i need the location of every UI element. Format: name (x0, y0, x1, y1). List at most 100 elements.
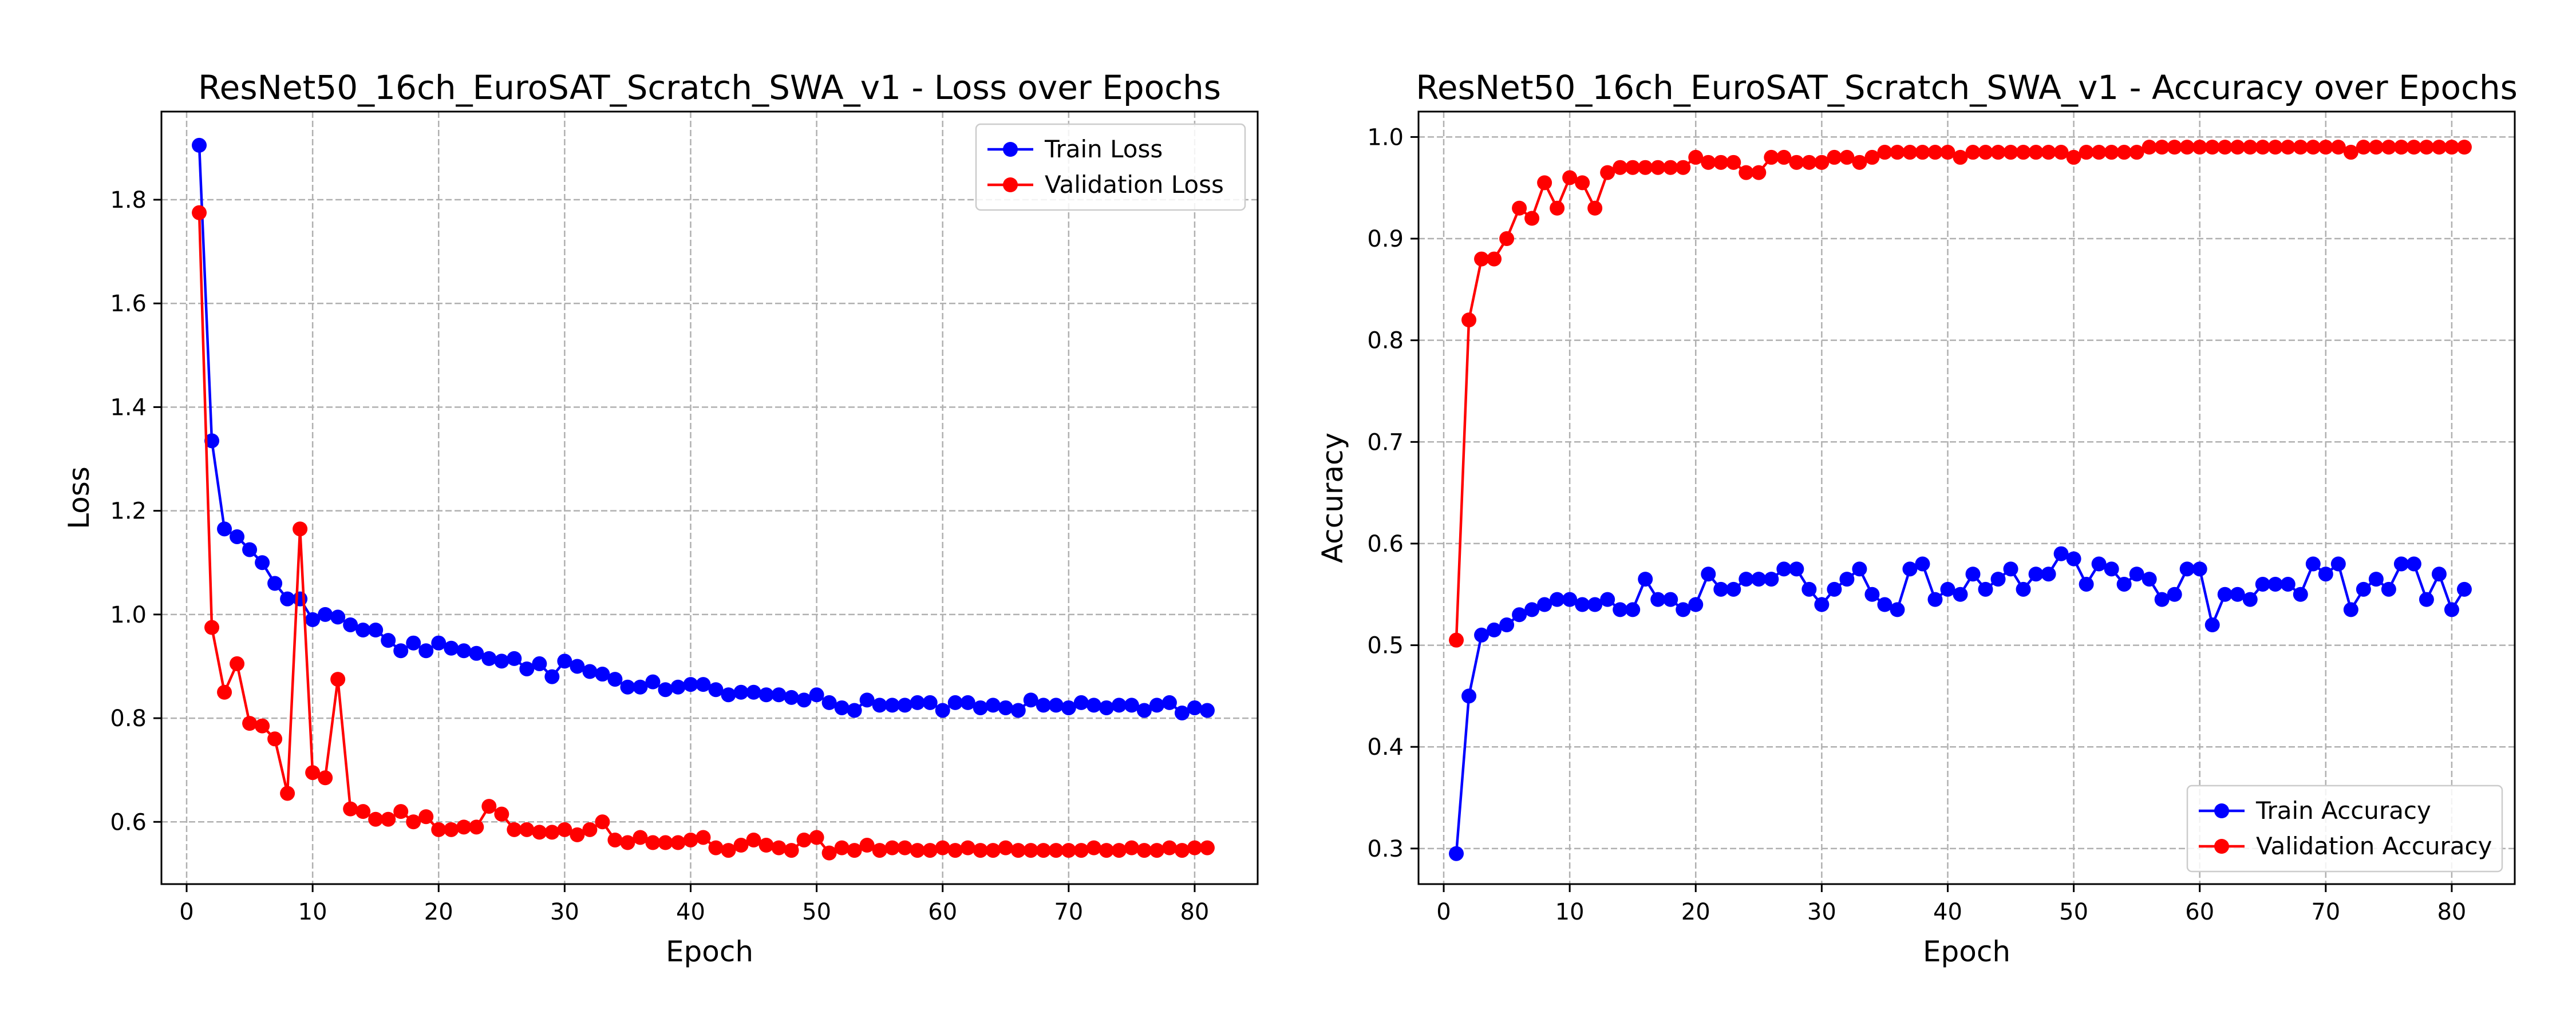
data-point (2079, 576, 2094, 592)
data-point (2154, 592, 2170, 607)
data-point (1902, 561, 1918, 577)
legend: Train Accuracy Validation Accuracy (2186, 785, 2503, 873)
data-point (469, 819, 484, 835)
data-point (2267, 140, 2283, 155)
data-point (910, 695, 925, 710)
x-tick-label: 30 (550, 899, 579, 925)
data-point (658, 835, 673, 850)
data-point (481, 651, 497, 666)
data-point (1814, 154, 1830, 170)
data-point (1111, 843, 1127, 858)
data-point (1086, 698, 1101, 713)
data-point (721, 843, 736, 858)
data-point (746, 684, 761, 700)
y-tick-label: 1.2 (110, 498, 147, 525)
data-point (620, 835, 635, 850)
data-point (217, 684, 232, 700)
data-point (2079, 145, 2094, 160)
data-point (1149, 698, 1164, 713)
data-point (809, 687, 824, 703)
data-point (1638, 160, 1653, 175)
chart-panel-1: 0 10 20 30 40 50 60 70 80 0.6 0.8 1.0 1.2 1.4 1.6 1.8 Re… (62, 68, 1259, 968)
data-point (985, 843, 1001, 858)
data-point (1701, 566, 1716, 582)
data-point (2028, 145, 2044, 160)
data-point (1111, 698, 1127, 713)
data-point (2305, 556, 2321, 572)
y-tick-label: 0.5 (1367, 633, 1404, 659)
x-tick-label: 20 (1681, 899, 1710, 925)
data-point (821, 695, 837, 710)
data-point (1600, 165, 1615, 180)
data-point (595, 667, 610, 682)
data-point (2104, 561, 2119, 577)
data-point (2255, 576, 2270, 592)
legend: Train Loss Validation Loss (975, 123, 1246, 211)
data-point (355, 804, 371, 819)
data-point (1814, 597, 1830, 612)
data-point (1136, 703, 1152, 718)
legend-swatch-marker (1003, 177, 1018, 192)
data-point (708, 682, 724, 698)
data-point (2003, 561, 2018, 577)
data-point (393, 643, 409, 659)
data-point (242, 542, 258, 557)
data-point (1023, 692, 1038, 708)
data-point (1461, 688, 1477, 704)
data-point (620, 679, 635, 695)
legend-label: Train Accuracy (2255, 797, 2431, 825)
data-point (2242, 140, 2258, 155)
data-point (381, 633, 396, 648)
data-point (2406, 140, 2421, 155)
data-point (355, 623, 371, 638)
data-point (1940, 145, 1955, 160)
chart-title: ResNet50_16ch_EuroSAT_Scratch_SWA_v1 - L… (198, 68, 1221, 107)
data-point (2343, 602, 2358, 617)
series-validation-loss (192, 205, 1215, 861)
data-point (645, 674, 661, 690)
data-point (2204, 140, 2220, 155)
y-tick-label: 0.6 (110, 809, 147, 835)
data-point (1801, 154, 1817, 170)
data-point (557, 653, 572, 669)
data-point (821, 845, 837, 861)
data-point (2318, 140, 2333, 155)
x-tick-label: 50 (2059, 899, 2088, 925)
data-point (1061, 843, 1076, 858)
data-point (280, 591, 295, 607)
legend-swatch-marker (2214, 839, 2229, 854)
data-point (481, 799, 497, 814)
data-point (2419, 140, 2434, 155)
data-point (544, 825, 560, 840)
data-point (1852, 561, 1867, 577)
data-point (696, 830, 711, 845)
data-point (544, 669, 560, 684)
data-point (418, 809, 434, 825)
data-point (293, 591, 308, 607)
data-point (1187, 840, 1202, 855)
data-point (708, 840, 724, 855)
x-tick-label: 50 (802, 899, 831, 925)
data-point (1927, 592, 1943, 607)
data-point (1550, 592, 1565, 607)
data-point (1613, 160, 1628, 175)
data-point (2419, 592, 2434, 607)
data-point (1927, 145, 1943, 160)
data-point (2192, 561, 2207, 577)
data-point (1764, 149, 1779, 165)
data-point (1915, 556, 1930, 572)
data-point (2192, 140, 2207, 155)
data-point (897, 698, 912, 713)
data-point (2053, 145, 2069, 160)
data-point (1965, 566, 1981, 582)
data-point (2016, 145, 2031, 160)
data-point (2104, 145, 2119, 160)
data-point (733, 684, 749, 700)
data-point (1625, 602, 1641, 617)
data-point (343, 617, 358, 632)
x-tick-label: 40 (1933, 899, 1962, 925)
data-point (1789, 154, 1804, 170)
data-point (1575, 175, 1590, 191)
data-point (1449, 632, 1464, 648)
